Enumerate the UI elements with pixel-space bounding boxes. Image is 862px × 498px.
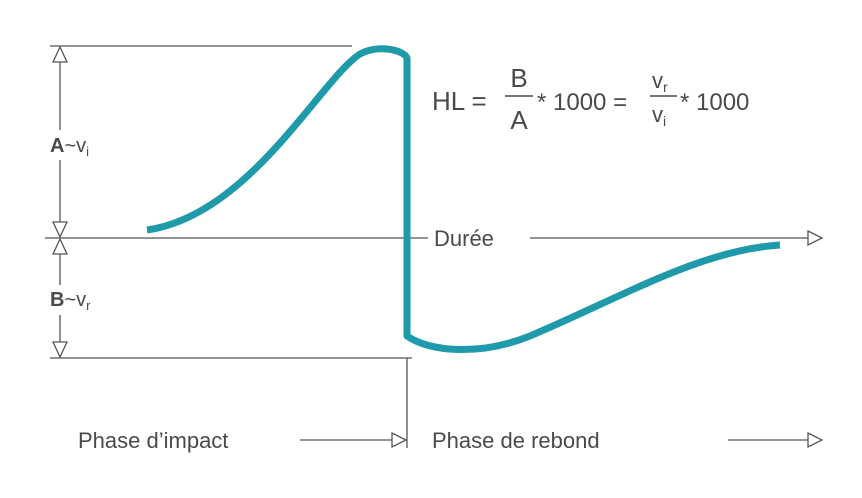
phase-arrowhead <box>807 431 824 449</box>
formula-mult: * 1000 <box>680 89 749 116</box>
formula-lhs: HL = <box>432 86 487 116</box>
letter: B <box>50 289 64 311</box>
subscript: i <box>663 113 666 129</box>
dim-arrowhead <box>51 45 69 63</box>
axis-arrowhead <box>807 229 824 247</box>
phase-label: Phase de rebond <box>432 428 600 453</box>
fraction-numerator: B <box>510 63 527 93</box>
dim-arrowhead <box>51 221 69 239</box>
subscript: r <box>663 79 668 95</box>
symbol: v <box>652 102 663 127</box>
letter: A <box>50 135 64 157</box>
amplitude-label: A~vi <box>50 135 89 159</box>
formula-mult: * 1000 = <box>537 89 627 116</box>
dim-arrowhead <box>51 341 69 359</box>
axis-label: Durée <box>434 226 494 251</box>
fraction-denominator: vi <box>652 102 666 129</box>
amplitude-label: B~vr <box>50 289 91 313</box>
fraction-denominator: A <box>510 105 528 135</box>
subscript: r <box>86 298 91 313</box>
signal-curve <box>146 45 781 353</box>
phase-label: Phase d’impact <box>78 428 228 453</box>
relation: ~v <box>64 289 86 311</box>
fraction-numerator: vr <box>652 68 668 95</box>
relation: ~v <box>64 135 86 157</box>
symbol: v <box>652 68 663 93</box>
phase-arrowhead <box>391 431 408 449</box>
subscript: i <box>86 144 89 159</box>
dim-arrowhead <box>51 237 69 255</box>
